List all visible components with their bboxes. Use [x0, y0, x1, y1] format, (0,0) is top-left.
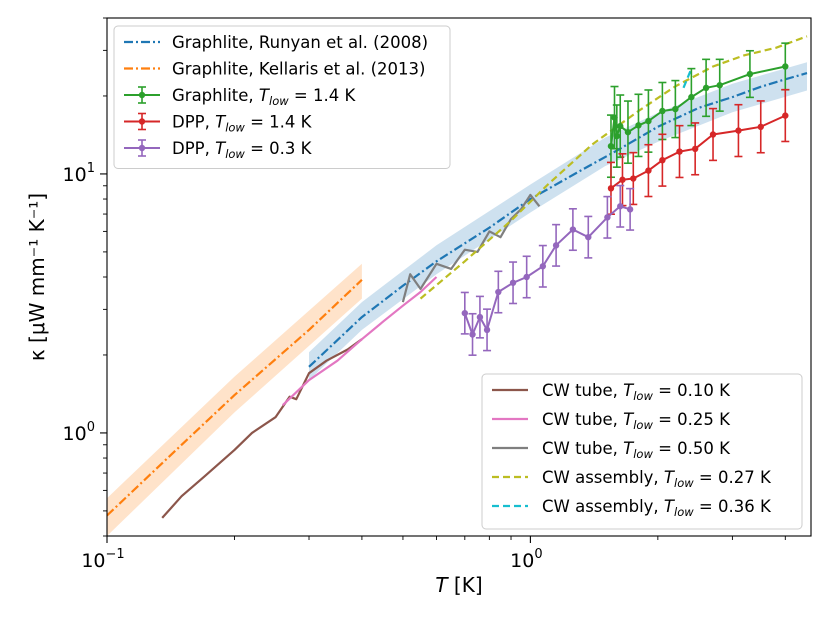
- data-point: [626, 187, 635, 231]
- y-tick-label: 101: [63, 161, 95, 186]
- legend-label: CW assembly, Tlow = 0.27 K: [542, 468, 772, 490]
- legend-entry: CW tube, Tlow = 0.25 K: [492, 410, 731, 432]
- data-point: [675, 124, 684, 179]
- data-point: [644, 89, 653, 153]
- legend-entry: Graphlite, Kellaris et al. (2013): [124, 60, 425, 79]
- band-graphlite-kellaris-et-al-2013: [107, 263, 362, 536]
- legend-box: [481, 373, 803, 530]
- legend-upper-left: Graphlite, Runyan et al. (2008) Graphlite…: [113, 25, 451, 169]
- data-point: [734, 103, 743, 158]
- legend-entry: Graphlite, Tlow = 1.4 K: [124, 86, 356, 108]
- data-point: [709, 107, 718, 162]
- legend-label: CW tube, Tlow = 0.10 K: [542, 381, 731, 403]
- data-point: [616, 184, 625, 228]
- series-line: [161, 338, 363, 519]
- data-point: [468, 312, 477, 356]
- data-point: [691, 122, 700, 176]
- data-point: [702, 58, 711, 118]
- series-cw-tube-t-low-0-50-k: [401, 193, 541, 303]
- legend-label: Graphlite, Tlow = 1.4 K: [172, 86, 356, 108]
- data-point: [568, 208, 577, 252]
- data-point: [483, 308, 492, 352]
- legend-label: DPP, Tlow = 0.3 K: [172, 139, 313, 161]
- y-tick-label: 100: [63, 420, 95, 445]
- data-point: [475, 295, 484, 339]
- data-point: [460, 291, 469, 335]
- series-line: [401, 193, 541, 303]
- data-point: [584, 215, 593, 259]
- y-axis-label: κ [μW mm⁻¹ K⁻¹]: [25, 193, 49, 361]
- legend-label: DPP, Tlow = 1.4 K: [172, 113, 313, 135]
- x-tick-label: 10−1: [81, 547, 124, 572]
- data-point: [671, 79, 680, 139]
- series-line: [281, 276, 438, 406]
- axis-ticks: 10−1 100 100 101: [63, 17, 786, 572]
- series-line: [107, 279, 363, 517]
- data-point: [603, 195, 612, 239]
- errorbar-series: [460, 42, 790, 356]
- uncertainty-bands: [107, 62, 807, 536]
- legend-entry: CW tube, Tlow = 0.50 K: [492, 439, 731, 461]
- series-cw-assembly-t-low-0-36-k: [682, 68, 693, 89]
- data-point: [658, 133, 667, 187]
- data-point: [745, 49, 754, 99]
- data-point: [522, 255, 531, 299]
- series-dpp-t-low-1-4-k: [606, 88, 790, 216]
- legend-entry: CW assembly, Tlow = 0.36 K: [492, 497, 772, 519]
- legend-entry: CW tube, Tlow = 0.10 K: [492, 381, 731, 403]
- data-point: [623, 100, 632, 165]
- legend-label: CW assembly, Tlow = 0.36 K: [542, 497, 772, 519]
- legend-label: Graphlite, Kellaris et al. (2013): [172, 60, 425, 79]
- legend-entry: DPP, Tlow = 1.4 K: [124, 113, 313, 135]
- data-point: [552, 223, 561, 267]
- data-point: [538, 244, 547, 288]
- data-point: [756, 100, 765, 154]
- legend-label: Graphlite, Runyan et al. (2008): [172, 33, 428, 52]
- band-graphlite-runyan-et-al-2008: [309, 62, 807, 381]
- series-cw-tube-t-low-0-25-k: [281, 276, 438, 406]
- x-tick-label: 100: [510, 547, 542, 572]
- legend-label: CW tube, Tlow = 0.25 K: [542, 410, 731, 432]
- data-point: [618, 153, 627, 207]
- legend-entry: Graphlite, Runyan et al. (2008): [124, 33, 428, 52]
- series-cw-tube-t-low-0-10-k: [161, 338, 363, 519]
- legend-box: [113, 25, 451, 169]
- legend-entry: CW assembly, Tlow = 0.27 K: [492, 468, 772, 490]
- x-axis-label: T [K]: [435, 573, 482, 597]
- data-point: [509, 261, 518, 305]
- series-graphlite-t-low-1-4-k: [606, 42, 790, 179]
- data-point: [687, 67, 696, 127]
- data-point: [494, 270, 503, 314]
- legend-lower-right: CW tube, Tlow = 0.10 K CW tube, Tlow = 0.…: [481, 373, 803, 530]
- data-point: [715, 58, 724, 112]
- data-point: [781, 88, 790, 143]
- data-point: [634, 93, 643, 158]
- series-dpp-t-low-0-3-k: [460, 184, 635, 356]
- legend-entry: DPP, Tlow = 0.3 K: [124, 139, 313, 161]
- series-graphlite-kellaris-et-al-2013: [107, 279, 363, 517]
- data-point: [629, 151, 638, 206]
- series-line: [682, 68, 693, 89]
- legend-label: CW tube, Tlow = 0.50 K: [542, 439, 731, 461]
- data-point: [644, 143, 653, 198]
